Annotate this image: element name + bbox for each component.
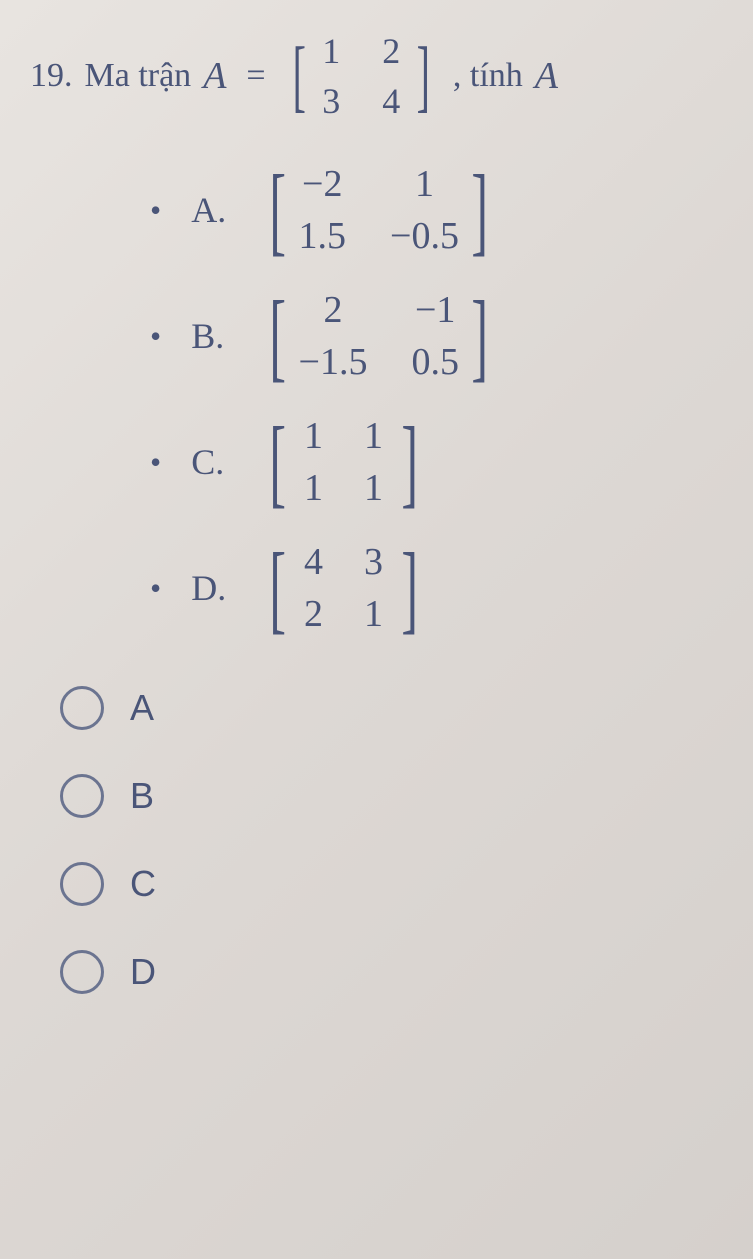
answer-c-row[interactable]: C	[60, 862, 723, 906]
option-d-matrix: [ 4 3 2 1 ]	[261, 540, 426, 636]
matrix-cell: 1	[316, 30, 346, 72]
matrix-cell: 1.5	[299, 214, 347, 258]
matrix-cell: 1	[299, 466, 329, 510]
bracket-left-icon: [	[270, 170, 287, 250]
matrix-cell: 1	[390, 162, 459, 206]
option-b-label: B.	[191, 315, 231, 357]
question-suffix-var: A	[535, 54, 558, 98]
answer-b-label: B	[130, 775, 154, 817]
answer-b-row[interactable]: B	[60, 774, 723, 818]
equals-sign: =	[246, 57, 265, 95]
options-block: • A. [ −2 1 1.5 −0.5 ] • B. [ 2 −1 −1.5 …	[150, 162, 723, 636]
bracket-left-icon: [	[270, 296, 287, 376]
bullet-icon: •	[150, 444, 161, 481]
bracket-left-icon: [	[292, 44, 305, 108]
matrix-cell: −2	[299, 162, 347, 206]
matrix-body: 1 1 1 1	[295, 414, 393, 510]
matrix-body: −2 1 1.5 −0.5	[295, 162, 463, 258]
radio-b[interactable]	[60, 774, 104, 818]
matrix-cell: 1	[299, 414, 329, 458]
option-d-label: D.	[191, 567, 231, 609]
matrix-cell: 4	[376, 80, 406, 122]
matrix-cell: 2	[299, 288, 368, 332]
matrix-cell: −1.5	[299, 340, 368, 384]
matrix-body: 4 3 2 1	[295, 540, 393, 636]
question-row: 19. Ma trận A = [ 1 2 3 4 ] , tính A	[30, 30, 723, 122]
answer-a-row[interactable]: A	[60, 686, 723, 730]
radio-a[interactable]	[60, 686, 104, 730]
answer-block: A B C D	[60, 686, 723, 994]
matrix-cell: 1	[359, 414, 389, 458]
bracket-right-icon: ]	[417, 44, 430, 108]
bracket-left-icon: [	[270, 548, 287, 628]
option-c-label: C.	[191, 441, 231, 483]
matrix-cell: 3	[359, 540, 389, 584]
bracket-left-icon: [	[270, 422, 287, 502]
matrix-cell: 1	[359, 592, 389, 636]
answer-a-label: A	[130, 687, 154, 729]
bullet-icon: •	[150, 570, 161, 607]
matrix-cell: 2	[299, 592, 329, 636]
matrix-cell: 3	[316, 80, 346, 122]
option-a-label: A.	[191, 189, 231, 231]
option-c-row: • C. [ 1 1 1 1 ]	[150, 414, 723, 510]
question-suffix: , tính	[453, 57, 523, 95]
answer-c-label: C	[130, 863, 156, 905]
matrix-body: 1 2 3 4	[312, 30, 410, 122]
matrix-cell: −1	[411, 288, 459, 332]
answer-d-label: D	[130, 951, 156, 993]
answer-d-row[interactable]: D	[60, 950, 723, 994]
radio-d[interactable]	[60, 950, 104, 994]
matrix-cell: 2	[376, 30, 406, 72]
bullet-icon: •	[150, 192, 161, 229]
matrix-body: 2 −1 −1.5 0.5	[295, 288, 463, 384]
matrix-cell: 1	[359, 466, 389, 510]
bracket-right-icon: ]	[471, 170, 488, 250]
option-b-row: • B. [ 2 −1 −1.5 0.5 ]	[150, 288, 723, 384]
matrix-cell: 0.5	[411, 340, 459, 384]
question-prefix: Ma trận	[85, 57, 192, 95]
bracket-right-icon: ]	[401, 548, 418, 628]
matrix-cell: −0.5	[390, 214, 459, 258]
option-a-matrix: [ −2 1 1.5 −0.5 ]	[261, 162, 496, 258]
radio-c[interactable]	[60, 862, 104, 906]
bracket-right-icon: ]	[471, 296, 488, 376]
bracket-right-icon: ]	[401, 422, 418, 502]
option-d-row: • D. [ 4 3 2 1 ]	[150, 540, 723, 636]
option-a-row: • A. [ −2 1 1.5 −0.5 ]	[150, 162, 723, 258]
question-number: 19.	[30, 57, 73, 95]
option-c-matrix: [ 1 1 1 1 ]	[261, 414, 426, 510]
question-variable: A	[203, 54, 226, 98]
question-matrix: [ 1 2 3 4 ]	[286, 30, 437, 122]
option-b-matrix: [ 2 −1 −1.5 0.5 ]	[261, 288, 496, 384]
matrix-cell: 4	[299, 540, 329, 584]
bullet-icon: •	[150, 318, 161, 355]
